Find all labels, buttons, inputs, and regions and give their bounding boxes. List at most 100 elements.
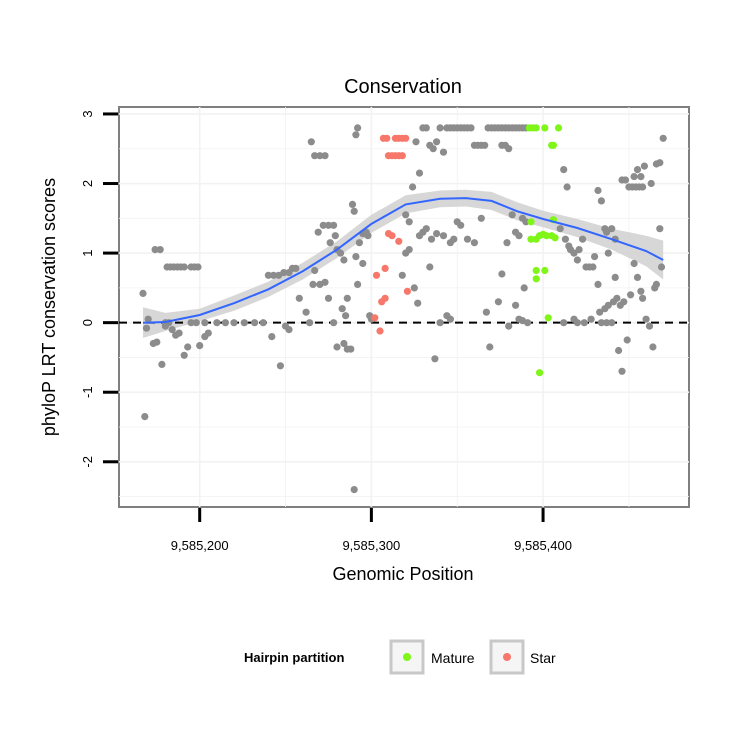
chart-title: Conservation	[344, 76, 462, 98]
data-point-mature	[532, 275, 540, 283]
data-point-other	[439, 232, 448, 240]
data-point-other	[302, 308, 310, 316]
data-point-other	[153, 338, 161, 346]
data-point-other	[594, 280, 602, 288]
data-point-other	[639, 183, 647, 191]
data-point-other	[201, 319, 209, 327]
grid-lines	[119, 107, 689, 507]
data-point-other	[515, 232, 523, 240]
data-point-other	[556, 225, 564, 233]
data-point-other	[433, 138, 441, 146]
data-point-star	[378, 298, 386, 306]
data-point-other	[645, 322, 654, 330]
data-point-other	[604, 249, 612, 257]
data-point-other	[354, 280, 362, 288]
data-point-other	[575, 246, 583, 254]
data-point-other	[142, 324, 151, 332]
y-tick-label: -1	[80, 386, 95, 398]
data-point-other	[359, 259, 367, 268]
data-point-other	[426, 263, 434, 271]
data-point-other	[410, 284, 418, 292]
data-point-star	[371, 314, 379, 322]
data-point-other	[352, 253, 360, 261]
data-point-other	[240, 319, 248, 327]
x-tick-label: 9,585,300	[342, 538, 400, 553]
y-axis-title: phyloP LRT conservation scores	[39, 178, 59, 436]
data-point-other	[652, 280, 661, 288]
data-point-mature	[527, 218, 535, 226]
data-point-other	[285, 326, 293, 334]
data-point-other	[611, 273, 619, 281]
legend-marker-star	[503, 653, 511, 661]
data-point-other	[439, 148, 448, 156]
data-point-other	[321, 152, 329, 160]
data-point-other	[355, 239, 363, 247]
data-point-other	[340, 256, 348, 264]
data-point-other	[429, 145, 437, 153]
data-point-other	[498, 270, 506, 278]
data-point-other	[409, 183, 417, 191]
y-tick-label: 0	[80, 319, 95, 326]
data-point-other	[587, 315, 595, 323]
data-point-other	[264, 271, 272, 279]
data-point-other	[354, 124, 362, 132]
data-point-other	[319, 221, 327, 229]
data-point-other	[280, 269, 288, 277]
data-point-other	[221, 319, 229, 327]
data-point-other	[573, 319, 582, 327]
data-point-other	[505, 322, 513, 330]
data-point-star	[376, 327, 384, 335]
data-point-other	[180, 263, 188, 271]
data-point-other	[333, 343, 341, 351]
data-point-mature	[542, 232, 551, 240]
data-point-mature	[544, 314, 552, 322]
data-point-other	[486, 343, 494, 351]
data-point-other	[311, 266, 319, 275]
data-point-other	[433, 230, 441, 238]
data-point-other	[656, 225, 664, 233]
data-point-other	[563, 183, 571, 191]
data-point-star	[402, 134, 410, 142]
data-point-other	[180, 351, 188, 359]
data-point-other	[269, 271, 278, 279]
data-point-other	[505, 145, 513, 153]
data-point-other	[522, 218, 530, 226]
data-point-other	[259, 319, 267, 327]
data-point-other	[467, 124, 475, 132]
data-point-other	[511, 301, 520, 309]
data-point-mature	[551, 234, 559, 242]
data-point-other	[604, 301, 612, 309]
data-point-mature	[536, 369, 544, 377]
data-point-other	[158, 360, 166, 368]
data-point-other	[615, 346, 623, 355]
data-point-other	[560, 319, 568, 327]
data-point-other	[623, 336, 631, 344]
data-point-star	[398, 152, 406, 160]
data-point-other	[494, 298, 502, 306]
data-point-other	[463, 235, 472, 243]
data-point-other	[331, 232, 339, 240]
data-point-other	[450, 235, 458, 243]
data-point-other	[591, 253, 599, 261]
data-points	[139, 124, 667, 494]
data-point-other	[561, 235, 570, 243]
data-point-other	[364, 232, 372, 240]
data-point-other	[347, 345, 355, 353]
smooth-line	[142, 197, 664, 324]
data-point-other	[518, 317, 527, 325]
data-point-other	[340, 339, 348, 348]
data-point-other	[436, 319, 444, 327]
data-point-other	[175, 329, 183, 337]
data-point-other	[633, 273, 642, 281]
data-point-other	[620, 298, 628, 306]
data-point-mature	[541, 266, 549, 275]
data-point-other	[603, 228, 611, 236]
data-point-mature	[527, 235, 535, 243]
data-point-other	[477, 214, 485, 222]
data-point-other	[350, 207, 358, 215]
data-point-other	[560, 166, 568, 174]
data-point-other	[431, 355, 439, 363]
x-tick-label: 9,585,200	[171, 538, 229, 553]
legend: Hairpin partition Mature Star	[244, 639, 556, 675]
